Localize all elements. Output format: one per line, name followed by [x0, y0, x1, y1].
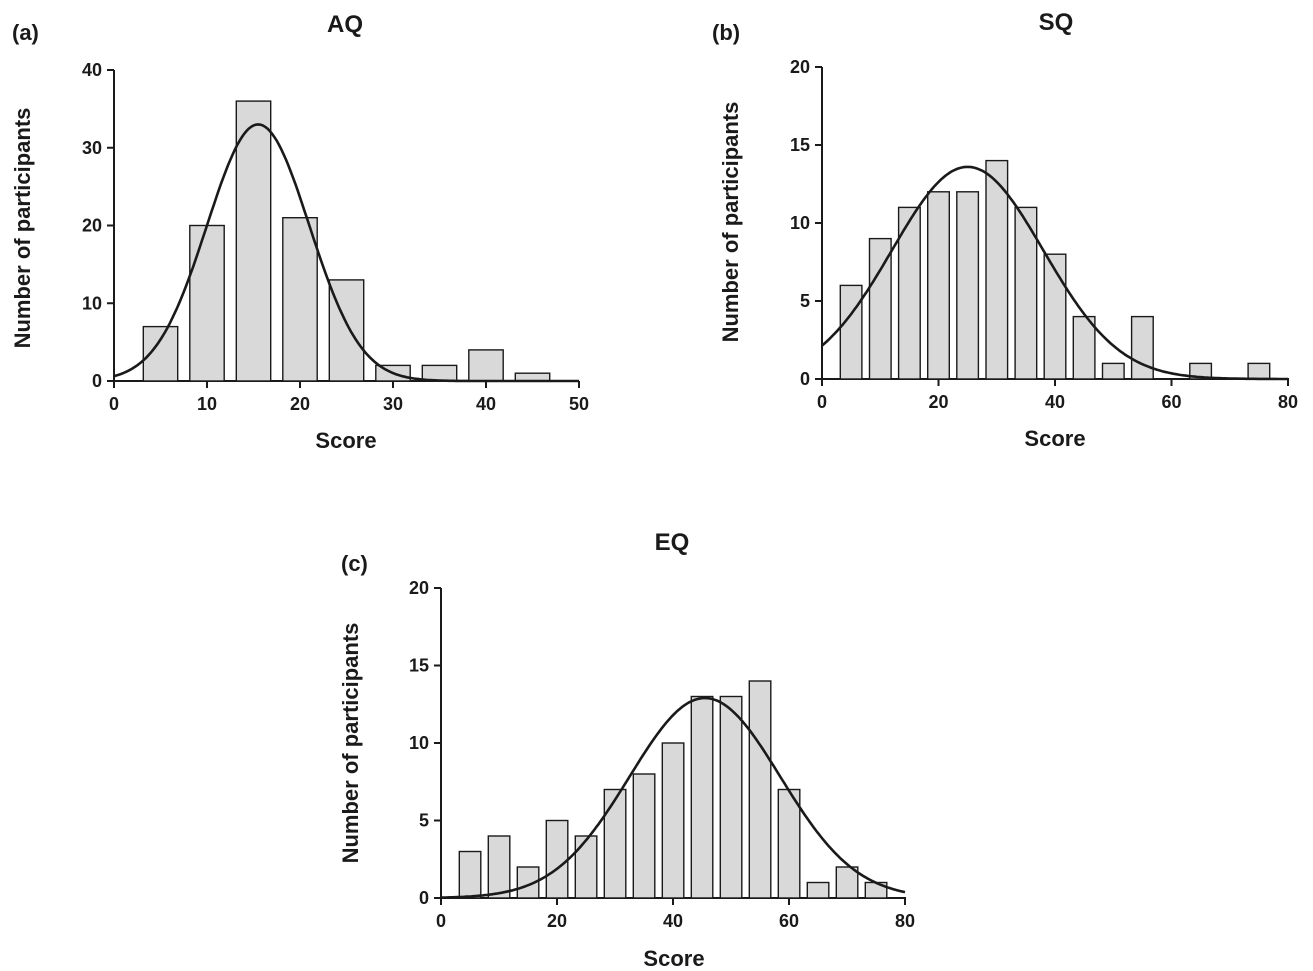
panel-label-b: (b)	[712, 20, 740, 45]
panel-aq: (a) AQ Number of participants Score 0 10 2…	[10, 11, 589, 453]
chart-title-aq: AQ	[327, 11, 363, 38]
x-tick-label: 20	[290, 394, 310, 414]
normal-fit-curve-sq	[821, 165, 1288, 381]
ticks-aq: 0 10 20 30 40 50 0 10 20 30 40	[82, 60, 589, 414]
y-tick-label: 20	[409, 578, 429, 598]
histogram-bar	[235, 100, 272, 382]
histogram-bar	[1247, 362, 1271, 380]
normal-fit-curve-aq	[113, 123, 579, 383]
histogram-bar	[468, 349, 504, 382]
x-tick-label: 0	[817, 392, 827, 412]
y-tick-label: 5	[419, 811, 429, 831]
x-tick-label: 40	[1045, 392, 1065, 412]
y-tick-label: 30	[82, 138, 102, 158]
y-tick-label: 0	[92, 371, 102, 391]
y-tick-label: 0	[419, 888, 429, 908]
histogram-bar	[1130, 315, 1154, 380]
x-tick-label: 40	[663, 911, 683, 931]
histogram-bar	[516, 866, 540, 899]
x-axis-label-aq: Score	[315, 428, 376, 453]
x-tick-label: 40	[476, 394, 496, 414]
histogram-bar	[806, 881, 830, 899]
y-axis-label-eq: Number of participants	[338, 623, 363, 864]
x-tick-label: 20	[928, 392, 948, 412]
normal-fit-curve-eq	[440, 696, 906, 899]
histogram-bar	[719, 695, 743, 899]
y-tick-label: 5	[800, 291, 810, 311]
x-tick-label: 80	[1278, 392, 1298, 412]
histogram-bar	[458, 850, 482, 899]
ticks-eq: 0 20 40 60 80 0 5 10 15 20	[409, 578, 915, 931]
histogram-bar	[1043, 253, 1067, 380]
x-axis-label-sq: Score	[1024, 426, 1085, 451]
chart-title-eq: EQ	[655, 529, 690, 556]
y-tick-label: 10	[409, 733, 429, 753]
histogram-bar	[603, 788, 627, 899]
x-tick-label: 20	[547, 911, 567, 931]
histogram-bar	[545, 819, 569, 899]
histogram-bar	[487, 835, 511, 899]
x-axis-label-eq: Score	[643, 946, 704, 971]
x-tick-label: 10	[197, 394, 217, 414]
panel-eq: (c) EQ Number of participants Score 0 20 4…	[338, 529, 915, 971]
histogram-bar	[839, 284, 863, 380]
bars-aq	[142, 100, 551, 382]
histogram-bar	[574, 835, 598, 899]
x-tick-label: 30	[383, 394, 403, 414]
y-tick-label: 15	[409, 656, 429, 676]
histogram-bar	[1014, 206, 1038, 380]
y-tick-label: 10	[82, 293, 102, 313]
histogram-bar	[927, 191, 951, 380]
histogram-bar	[690, 695, 714, 899]
histogram-bar	[835, 866, 859, 899]
y-tick-label: 20	[82, 216, 102, 236]
x-tick-label: 60	[1161, 392, 1181, 412]
bars-sq	[839, 159, 1271, 380]
histogram-bar	[282, 216, 318, 382]
y-axis-label-sq: Number of participants	[718, 102, 743, 343]
x-tick-label: 0	[109, 394, 119, 414]
histogram-bar	[956, 191, 980, 380]
ticks-sq: 0 20 40 60 80 0 5 10 15 20	[790, 57, 1298, 412]
histogram-bar	[748, 680, 772, 899]
x-tick-label: 50	[569, 394, 589, 414]
y-tick-label: 40	[82, 60, 102, 80]
histogram-bar	[1072, 315, 1096, 380]
y-tick-label: 0	[800, 369, 810, 389]
panel-sq: (b) SQ Number of participants Score 0 20 4…	[712, 9, 1298, 451]
histogram-bar	[661, 742, 685, 899]
y-tick-label: 20	[790, 57, 810, 77]
histogram-bar	[777, 788, 801, 899]
panel-label-c: (c)	[341, 551, 368, 576]
x-tick-label: 80	[895, 911, 915, 931]
x-tick-label: 0	[436, 911, 446, 931]
histogram-bar	[985, 159, 1009, 380]
panel-label-a: (a)	[12, 20, 39, 45]
histogram-bar	[189, 224, 225, 382]
histogram-bar	[868, 237, 892, 380]
y-tick-label: 15	[790, 135, 810, 155]
chart-title-sq: SQ	[1039, 9, 1074, 36]
histogram-bar	[897, 206, 921, 380]
y-axis-label-aq: Number of participants	[10, 108, 35, 349]
y-tick-label: 10	[790, 213, 810, 233]
histogram-bar	[632, 773, 656, 899]
histogram-bar	[1189, 362, 1213, 380]
histogram-bar	[1101, 362, 1125, 380]
x-tick-label: 60	[779, 911, 799, 931]
